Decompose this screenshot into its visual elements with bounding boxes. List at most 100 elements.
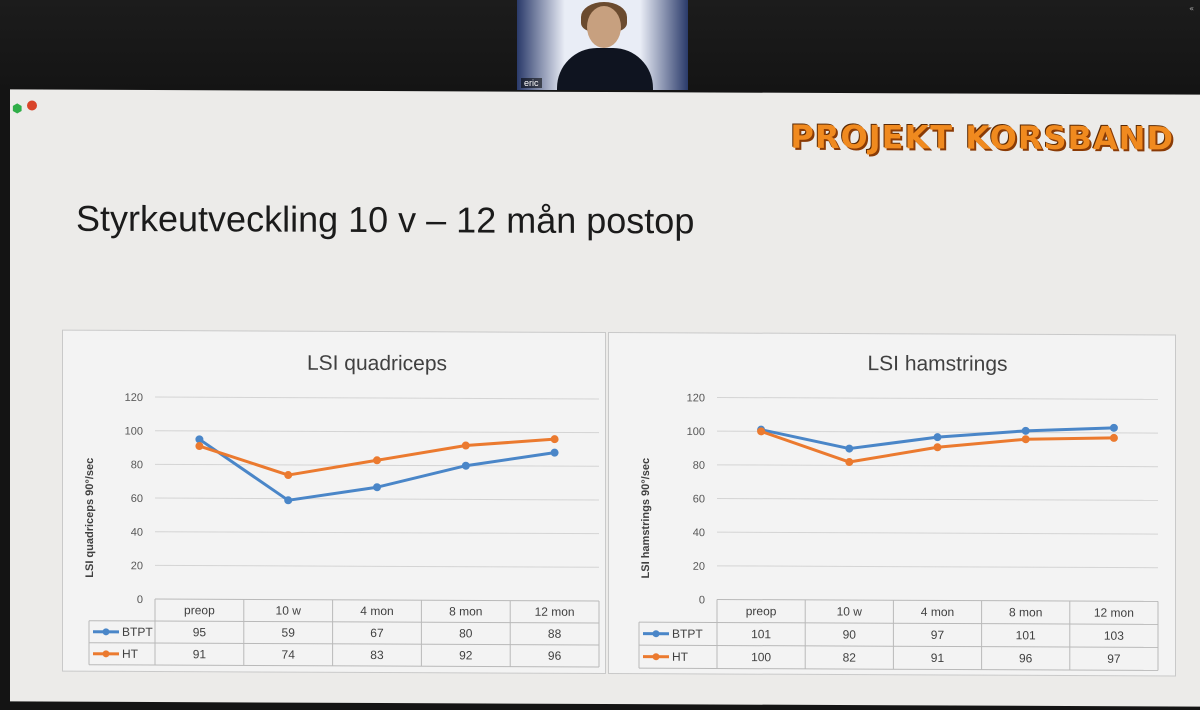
category-label: 4 mon [360, 604, 393, 618]
table-value: 96 [548, 649, 562, 663]
gridline [717, 497, 1158, 501]
chart-title: LSI quadriceps [307, 352, 447, 376]
category-label: 10 w [837, 605, 863, 619]
table-value: 82 [843, 651, 857, 665]
gridline [717, 531, 1158, 535]
table-value: 97 [931, 628, 945, 642]
data-point [550, 435, 559, 444]
table-value: 91 [931, 651, 945, 665]
data-point [757, 427, 766, 436]
y-tick-label: 0 [699, 594, 705, 606]
gridline [717, 565, 1158, 569]
chart-title: LSI hamstrings [867, 352, 1007, 376]
data-point [1021, 426, 1030, 435]
data-point [933, 433, 942, 442]
y-tick-label: 120 [125, 392, 143, 404]
series-line-btpt [198, 438, 555, 502]
chart-quadriceps: LSI quadriceps 0 20 40 60 80 100 120 LSI quadric… [84, 352, 600, 668]
record-indicator-icon [27, 100, 37, 111]
gridline [155, 430, 599, 434]
y-tick-label: 60 [131, 493, 143, 505]
slide-logo: PROJEKT KORSBAND [790, 117, 1174, 158]
table-value: 67 [370, 626, 384, 640]
table-border [89, 664, 599, 668]
table-value: 95 [193, 625, 207, 639]
data-point [461, 441, 470, 450]
data-point [373, 456, 381, 465]
data-point [845, 444, 854, 453]
y-tick-label: 100 [687, 426, 705, 438]
table-border [155, 598, 599, 602]
table-value: 90 [843, 628, 857, 642]
gridline [155, 564, 599, 568]
table-value: 96 [1019, 651, 1033, 665]
data-point [195, 435, 204, 444]
gridline [155, 497, 599, 501]
table-value: 88 [548, 627, 562, 641]
table-value: 74 [282, 648, 296, 662]
chart-panel-quadriceps: LSI quadriceps 0 20 40 60 80 100 120 LSI quadric… [62, 329, 606, 675]
y-axis-label: LSI quadriceps 90°/sec [84, 458, 96, 578]
category-label: 12 mon [1094, 606, 1134, 620]
shield-icon: ⬢ [12, 101, 23, 116]
table-value: 92 [459, 648, 473, 662]
table-border [639, 644, 1158, 648]
category-label: 4 mon [921, 605, 954, 619]
data-point [284, 471, 293, 480]
table-value: 100 [751, 650, 771, 664]
legend-series-name: HT [672, 650, 689, 664]
y-tick-label: 40 [693, 527, 705, 539]
gridline [717, 430, 1158, 434]
data-point [1109, 423, 1118, 432]
y-tick-label: 40 [131, 527, 143, 539]
collapse-icon[interactable]: « [1189, 4, 1194, 13]
data-point [461, 461, 470, 470]
table-value: 83 [370, 648, 384, 662]
table-border [639, 621, 1158, 625]
table-value: 101 [751, 627, 771, 641]
table-value: 97 [1107, 652, 1121, 666]
table-value: 80 [459, 626, 473, 640]
category-label: 12 mon [535, 605, 575, 619]
table-border [89, 642, 599, 646]
participant-name-label: eric [521, 78, 542, 88]
data-point [845, 458, 854, 467]
participant-video-tile[interactable]: eric [517, 0, 688, 90]
chart-panel-hamstrings: LSI hamstrings 0 20 40 60 80 100 120 LSI hamstri… [608, 332, 1176, 677]
legend-series-name: BTPT [672, 627, 703, 641]
y-tick-label: 20 [693, 561, 705, 573]
category-label: preop [746, 604, 777, 618]
category-label: 10 w [276, 604, 302, 618]
gridline [717, 396, 1158, 400]
table-value: 59 [282, 626, 296, 640]
data-point [373, 483, 381, 492]
data-point [1109, 433, 1118, 442]
table-border [717, 598, 1158, 602]
legend-key-marker [652, 653, 660, 661]
table-value: 101 [1016, 628, 1036, 642]
slide-title: Styrkeutveckling 10 v – 12 mån postop [76, 197, 695, 242]
y-tick-label: 60 [693, 493, 705, 505]
data-point [933, 443, 942, 452]
gridline [155, 463, 599, 467]
y-tick-label: 0 [137, 594, 143, 606]
y-tick-label: 80 [693, 460, 705, 472]
meeting-top-bar: eric « [0, 0, 1200, 92]
legend-key-marker [102, 628, 110, 636]
gridline [155, 531, 599, 535]
y-axis-label: LSI hamstrings 90°/sec [640, 458, 652, 579]
table-value: 91 [193, 647, 207, 661]
category-label: 8 mon [1009, 605, 1042, 619]
legend-key-marker [102, 650, 110, 658]
category-label: 8 mon [449, 604, 482, 618]
y-tick-label: 80 [131, 459, 143, 471]
data-point [284, 496, 293, 505]
table-border [89, 620, 599, 624]
y-tick-label: 120 [687, 392, 705, 404]
data-point [1021, 435, 1030, 444]
legend-series-name: BTPT [122, 625, 153, 639]
gridline [717, 464, 1158, 468]
participant-face [587, 6, 621, 48]
chart-hamstrings: LSI hamstrings 0 20 40 60 80 100 120 LSI hamstri… [638, 352, 1159, 671]
category-label: preop [184, 603, 215, 617]
